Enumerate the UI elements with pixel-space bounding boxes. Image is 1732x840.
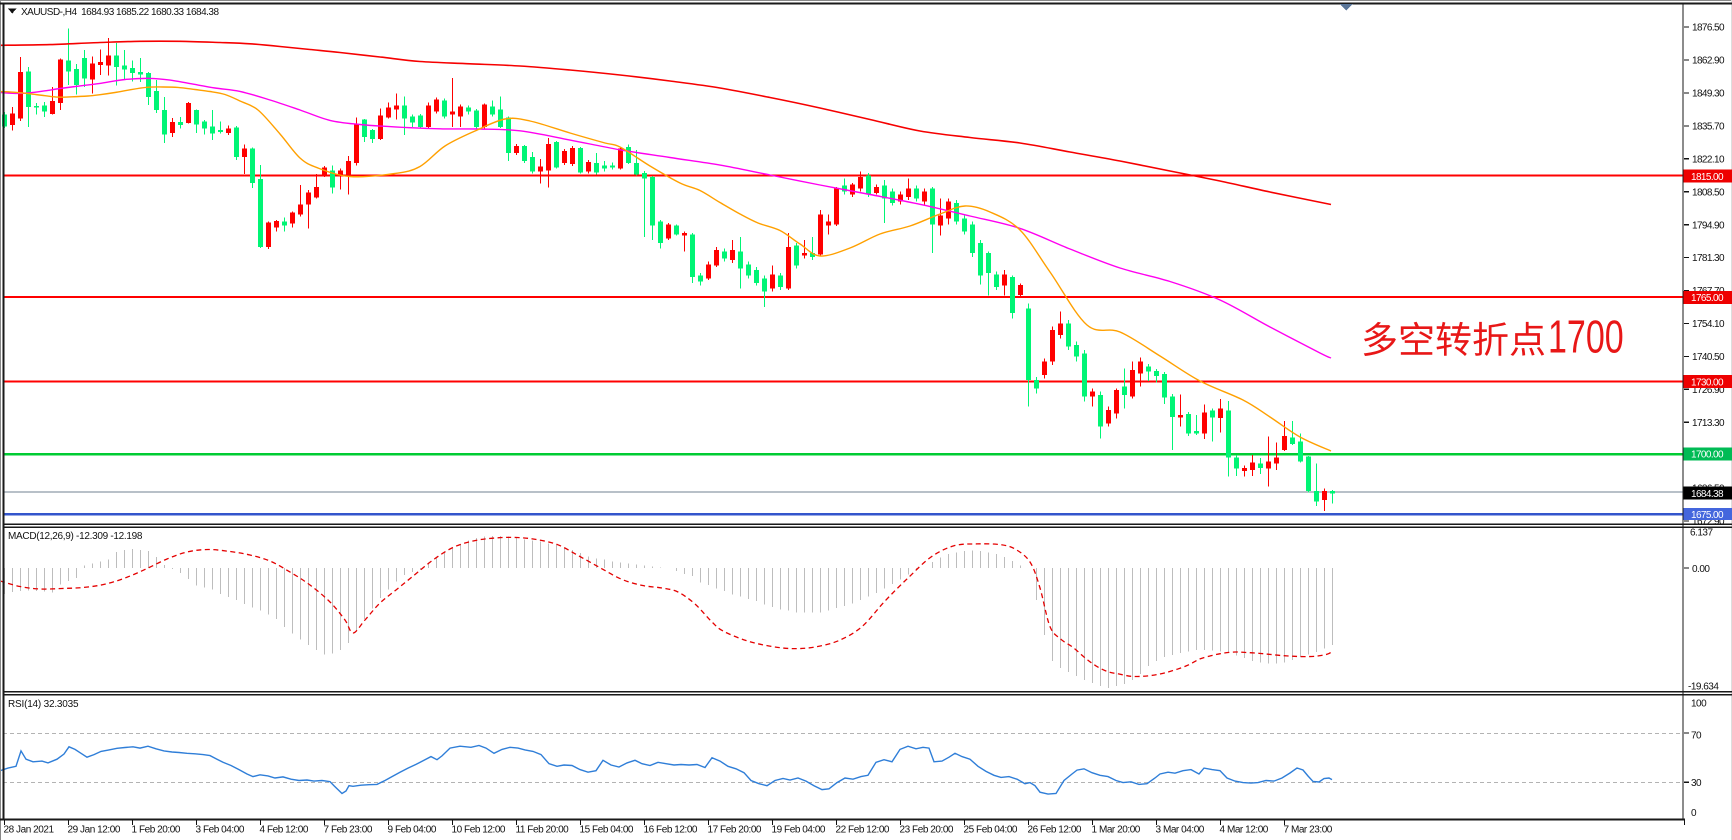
svg-text:10 Feb 12:00: 10 Feb 12:00	[452, 825, 506, 836]
svg-text:XAUUSD-,H4 1684.93 1685.22 16: XAUUSD-,H4 1684.93 1685.22 1680.33 1684.…	[21, 7, 219, 18]
svg-text:4 Feb 12:00: 4 Feb 12:00	[260, 825, 309, 836]
svg-text:1740.50: 1740.50	[1692, 352, 1725, 363]
svg-text:9 Feb 04:00: 9 Feb 04:00	[388, 825, 437, 836]
svg-text:1765.00: 1765.00	[1691, 293, 1724, 304]
svg-text:15 Feb 04:00: 15 Feb 04:00	[580, 825, 634, 836]
svg-text:1726.90: 1726.90	[1692, 385, 1725, 396]
svg-text:19 Feb 04:00: 19 Feb 04:00	[772, 825, 826, 836]
svg-text:1822.10: 1822.10	[1692, 154, 1725, 165]
svg-text:70: 70	[1691, 731, 1702, 742]
svg-text:RSI(14) 32.3035: RSI(14) 32.3035	[8, 699, 79, 710]
svg-text:100: 100	[1691, 699, 1707, 710]
svg-text:25 Feb 04:00: 25 Feb 04:00	[964, 825, 1018, 836]
svg-text:1730.00: 1730.00	[1691, 377, 1724, 388]
svg-text:1713.30: 1713.30	[1692, 418, 1725, 429]
svg-text:3 Mar 04:00: 3 Mar 04:00	[1156, 825, 1205, 836]
svg-text:7 Feb 23:00: 7 Feb 23:00	[324, 825, 373, 836]
svg-text:17 Feb 20:00: 17 Feb 20:00	[708, 825, 762, 836]
svg-text:-19.634: -19.634	[1688, 681, 1719, 692]
svg-text:1675.00: 1675.00	[1691, 510, 1724, 521]
svg-text:30: 30	[1691, 778, 1702, 789]
svg-text:3 Feb 04:00: 3 Feb 04:00	[196, 825, 245, 836]
svg-text:1794.90: 1794.90	[1692, 220, 1725, 231]
svg-text:MACD(12,26,9) -12.309 -12.198: MACD(12,26,9) -12.309 -12.198	[8, 531, 143, 542]
svg-text:1815.00: 1815.00	[1691, 172, 1724, 183]
svg-text:4 Mar 12:00: 4 Mar 12:00	[1220, 825, 1269, 836]
svg-text:1700: 1700	[1548, 310, 1624, 362]
svg-text:29 Jan 12:00: 29 Jan 12:00	[68, 825, 121, 836]
svg-text:0.00: 0.00	[1692, 564, 1710, 575]
svg-text:7 Mar 23:00: 7 Mar 23:00	[1284, 825, 1333, 836]
svg-text:11 Feb 20:00: 11 Feb 20:00	[516, 825, 570, 836]
svg-text:1862.90: 1862.90	[1692, 56, 1725, 67]
svg-text:6.137: 6.137	[1690, 527, 1713, 538]
svg-text:16 Feb 12:00: 16 Feb 12:00	[644, 825, 698, 836]
svg-text:22 Feb 12:00: 22 Feb 12:00	[836, 825, 890, 836]
svg-text:1 Feb 20:00: 1 Feb 20:00	[132, 825, 181, 836]
svg-text:1876.50: 1876.50	[1692, 23, 1725, 34]
svg-text:0: 0	[1691, 808, 1697, 819]
svg-text:26 Feb 12:00: 26 Feb 12:00	[1028, 825, 1082, 836]
svg-text:1781.30: 1781.30	[1692, 253, 1725, 264]
svg-text:23 Feb 20:00: 23 Feb 20:00	[900, 825, 954, 836]
svg-text:1835.70: 1835.70	[1692, 122, 1725, 133]
svg-text:28 Jan 2021: 28 Jan 2021	[4, 825, 55, 836]
svg-text:1684.38: 1684.38	[1691, 489, 1724, 500]
svg-text:1 Mar 20:00: 1 Mar 20:00	[1092, 825, 1141, 836]
svg-text:1672.90: 1672.90	[1692, 517, 1725, 528]
svg-text:1754.10: 1754.10	[1692, 319, 1725, 330]
svg-text:1700.00: 1700.00	[1691, 450, 1724, 461]
svg-text:1808.50: 1808.50	[1692, 187, 1725, 198]
svg-text:1849.30: 1849.30	[1692, 89, 1725, 100]
